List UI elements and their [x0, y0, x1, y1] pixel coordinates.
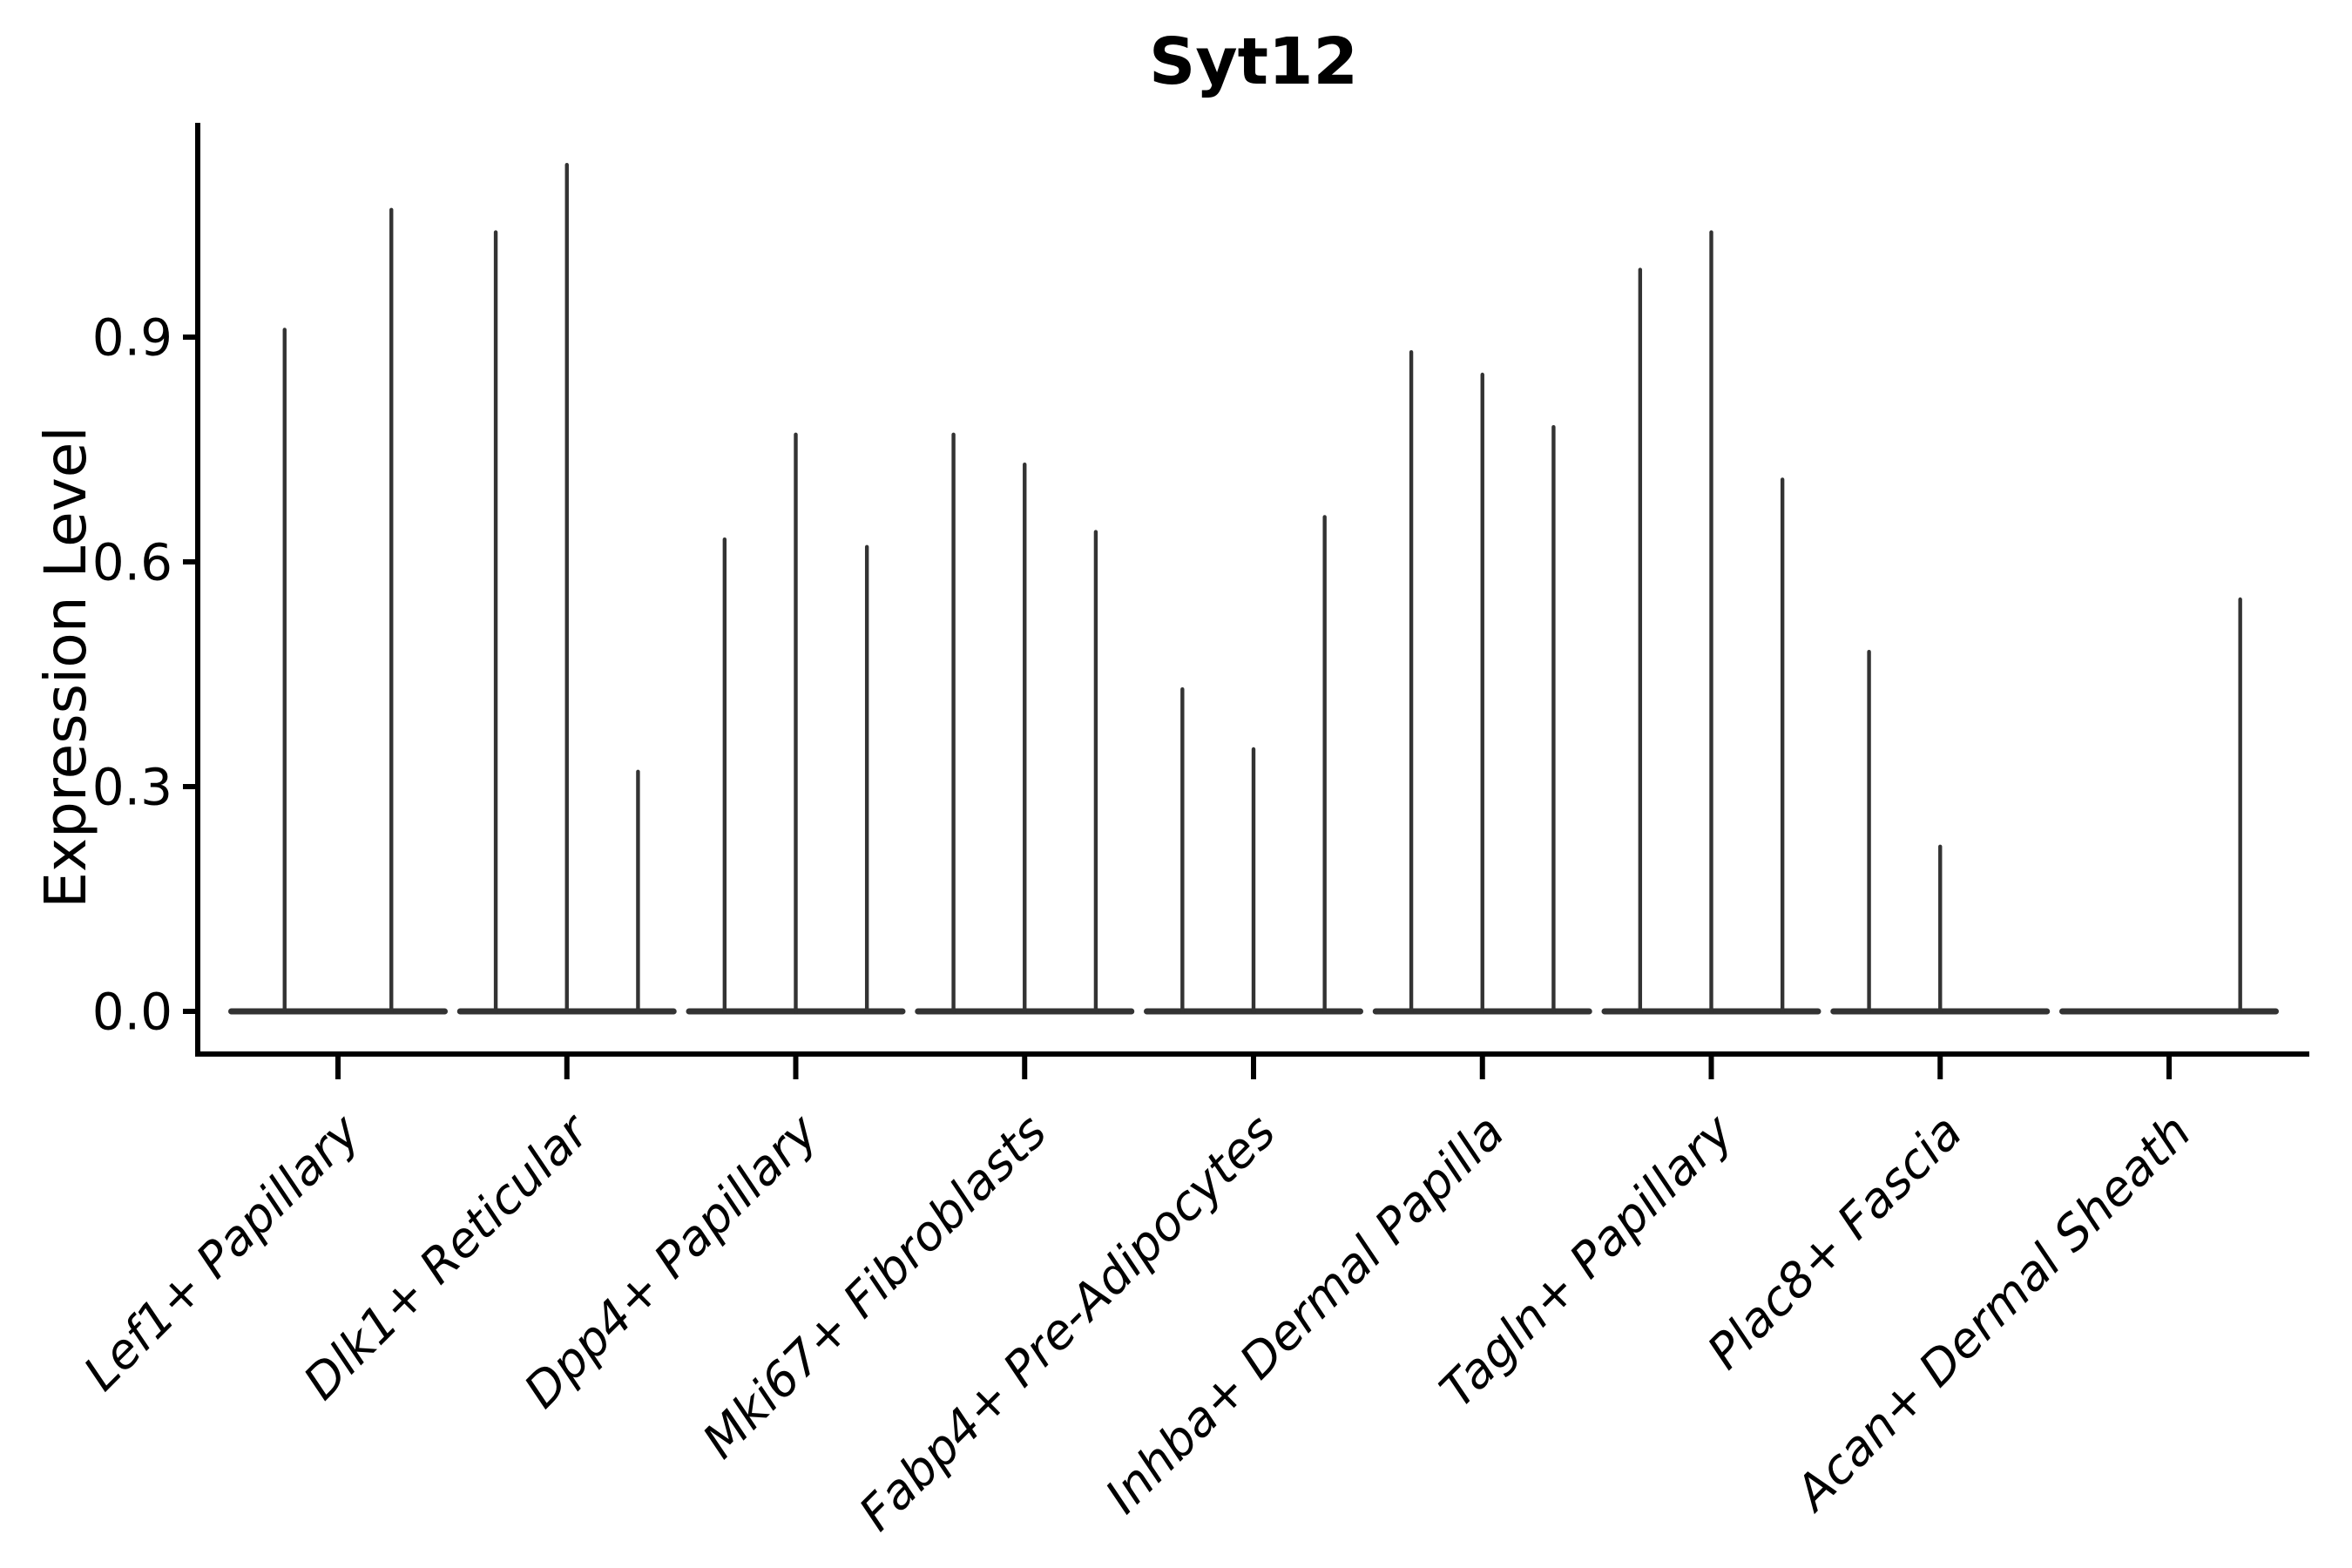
- x-tick-label: Inhba+ Dermal Papilla: [1094, 1104, 1514, 1524]
- y-tick-label: 0.3: [92, 757, 172, 816]
- y-tick-label: 0.9: [92, 308, 172, 367]
- y-tick-label: 0.0: [92, 982, 172, 1041]
- x-tick-label: Fabp4+ Pre-Adipocytes: [848, 1104, 1286, 1541]
- x-tick-label: Acan+ Dermal Sheath: [1783, 1104, 2202, 1523]
- plot-title: Syt12: [1149, 24, 1358, 99]
- y-tick-label: 0.6: [92, 532, 172, 591]
